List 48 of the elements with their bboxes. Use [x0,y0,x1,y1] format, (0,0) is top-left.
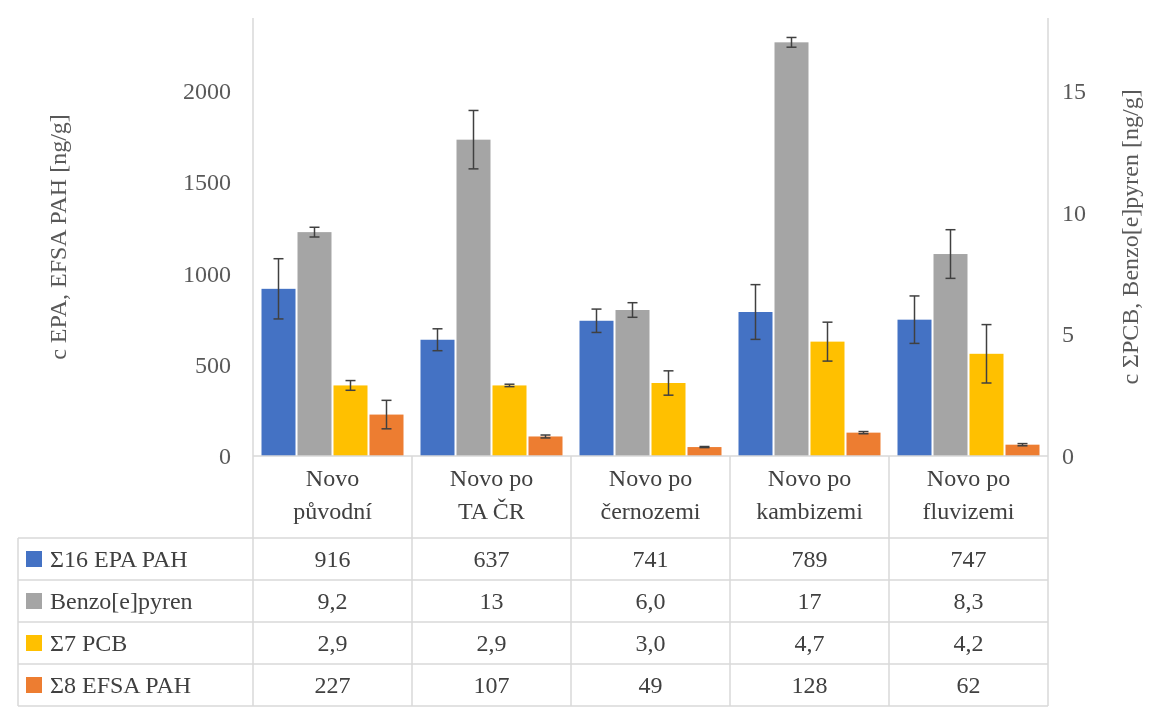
data-label: 916 [314,546,351,572]
data-label: 747 [950,546,987,572]
data-label: 3,0 [635,630,666,656]
data-label: 9,2 [317,588,348,614]
data-label: 637 [473,546,510,572]
y-tick-label: 500 [195,351,231,378]
data-label: 741 [632,546,669,572]
y-axis-title: c EPA, EFSA PAH [ng/g] [45,114,71,360]
data-label: 2,9 [317,630,348,656]
data-label: 789 [791,546,828,572]
legend-label: Σ7 PCB [50,630,128,656]
data-label: 8,3 [953,588,984,614]
y2-tick-label: 15 [1062,78,1086,104]
legend-label: Benzo[e]pyren [50,588,193,614]
data-label: 49 [638,672,663,698]
bar [774,42,809,456]
x-tick-label: Novo po kambizemi [756,465,864,524]
bar [651,383,686,456]
x-tick-label: Novo po černozemi [600,465,701,524]
data-label: 62 [956,672,981,698]
data-label: 128 [791,672,828,698]
x-tick-label: Novo původní [293,465,373,524]
x-tick-label: Novo po fluvizemi [922,465,1015,524]
data-label: 4,7 [794,630,825,656]
bar [969,353,1004,456]
y2-tick-label: 0 [1062,443,1074,469]
bar [456,139,491,456]
data-label: 17 [797,588,822,614]
y-tick-label: 2000 [183,78,231,104]
data-label: 107 [473,672,510,698]
y-tick-label: 1500 [183,169,231,196]
data-label: 4,2 [953,630,984,656]
y-tick-label: 0 [219,443,231,469]
data-label: 6,0 [635,588,666,614]
y2-axis-title: c ΣPCB, Benzo[e]pyren [ng/g] [1117,89,1143,385]
y2-tick-label: 10 [1062,199,1086,226]
bar [528,436,563,456]
x-tick-label: Novo po TA ČR [449,465,534,524]
y2-tick-label: 5 [1062,321,1074,348]
bar [846,432,881,456]
data-label: 13 [479,588,504,614]
bar [810,341,845,456]
y-tick-label: 1000 [183,260,231,287]
data-label: 2,9 [476,630,507,656]
legend-label: Σ8 EFSA PAH [50,672,192,698]
bar [492,385,527,456]
legend-label: Σ16 EPA PAH [50,546,188,572]
data-label: 227 [314,672,351,698]
